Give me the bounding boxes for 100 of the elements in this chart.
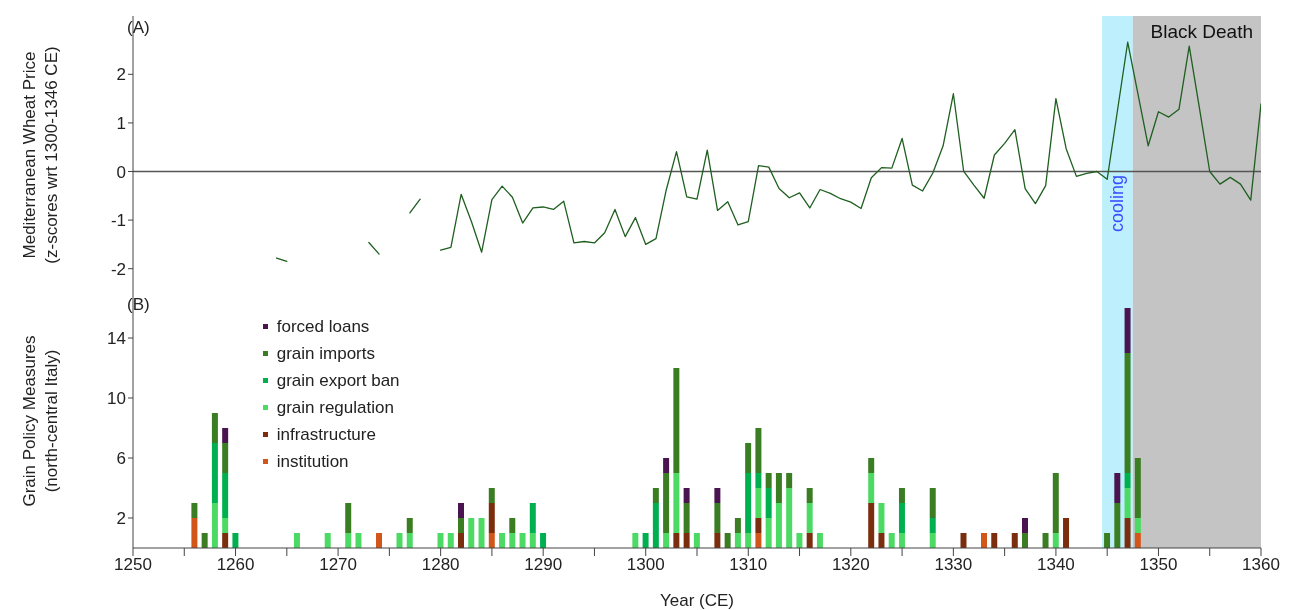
bar <box>806 533 813 548</box>
bar <box>981 533 987 548</box>
legend-label: grain regulation <box>276 397 394 419</box>
bar <box>211 443 218 503</box>
bar <box>642 533 649 548</box>
bar <box>1022 518 1029 533</box>
bar <box>898 533 905 548</box>
bar <box>1124 518 1131 548</box>
bar <box>632 533 639 548</box>
bar <box>714 488 721 503</box>
bar <box>488 488 495 503</box>
bar <box>868 503 875 548</box>
bar <box>1114 473 1121 503</box>
x-tick-label: 1350 <box>1139 555 1178 575</box>
bar <box>1042 533 1049 548</box>
bar <box>878 533 885 548</box>
bar <box>529 503 536 533</box>
bar <box>929 518 936 533</box>
bar <box>868 458 875 473</box>
y-tick-label: 10 <box>107 389 126 409</box>
bar <box>1124 353 1131 473</box>
annotation: (A) <box>127 18 150 38</box>
bar <box>375 533 382 548</box>
y-tick-label: 14 <box>107 329 126 349</box>
bar <box>355 533 362 548</box>
bar <box>1134 518 1141 533</box>
bar <box>786 473 793 488</box>
bar <box>211 503 218 548</box>
bar <box>775 503 782 548</box>
bar <box>1022 533 1029 548</box>
bar <box>1124 488 1131 518</box>
bar <box>478 518 485 548</box>
bar <box>488 503 495 533</box>
bar <box>509 518 516 533</box>
x-tick-label: 1270 <box>319 555 357 575</box>
y-tick-label: 2 <box>116 509 126 529</box>
bar <box>816 533 823 548</box>
bar <box>324 533 331 548</box>
bar <box>406 518 413 533</box>
y-axis-title: Mediterranean Wheat Price (z-scores wrt 1300-1346 CE) <box>18 44 61 266</box>
bar <box>652 488 659 503</box>
bar <box>1104 533 1111 548</box>
bar <box>488 533 495 548</box>
bar <box>755 533 762 548</box>
bar <box>745 443 752 473</box>
bar <box>806 488 813 503</box>
bar <box>868 473 875 503</box>
bar <box>1134 533 1141 548</box>
bar <box>1134 458 1141 518</box>
bar <box>673 473 680 533</box>
legend-label: forced loans <box>276 316 370 338</box>
annotation: (B) <box>127 295 150 315</box>
bar <box>898 503 905 533</box>
bar <box>396 533 403 548</box>
bar <box>683 503 690 533</box>
bar <box>232 533 239 548</box>
legend-label: institution <box>276 451 349 473</box>
bar <box>806 503 813 533</box>
bar <box>734 533 741 548</box>
bar <box>1011 533 1018 548</box>
bar <box>765 488 772 518</box>
bar <box>898 488 905 503</box>
bar <box>755 428 762 473</box>
band-label: cooling <box>1107 175 1128 233</box>
legend-label: infrastructure <box>276 424 376 446</box>
y-tick-label: 2 <box>116 65 126 85</box>
bar <box>888 533 895 548</box>
bar <box>222 428 229 443</box>
bar <box>724 533 731 548</box>
bar <box>765 473 772 488</box>
bar <box>714 503 721 533</box>
x-tick-label: 1340 <box>1036 555 1075 575</box>
bar <box>673 533 680 548</box>
bar <box>468 518 475 548</box>
bar <box>499 533 506 548</box>
bar <box>222 443 229 473</box>
y-tick-label: -2 <box>110 259 126 279</box>
bar <box>293 533 300 548</box>
x-tick-label: 1330 <box>934 555 973 575</box>
bar <box>714 533 721 548</box>
bar <box>991 533 998 548</box>
x-tick-label: 1290 <box>524 555 563 575</box>
bar <box>437 533 444 548</box>
bar <box>755 473 762 488</box>
bar <box>1063 518 1070 548</box>
bar <box>458 503 465 518</box>
y-tick-label: 0 <box>116 162 126 182</box>
bar <box>1052 533 1059 548</box>
bar <box>458 533 465 548</box>
bar <box>755 518 762 533</box>
bar <box>222 518 229 533</box>
bar <box>222 473 229 518</box>
bar <box>929 488 936 518</box>
bar <box>1114 503 1121 548</box>
bar <box>663 458 670 473</box>
bar <box>345 503 352 533</box>
y-tick-label: -1 <box>110 211 126 231</box>
bar <box>683 488 690 503</box>
x-tick-label: 1280 <box>421 555 460 575</box>
y-tick-label: 6 <box>116 449 126 469</box>
